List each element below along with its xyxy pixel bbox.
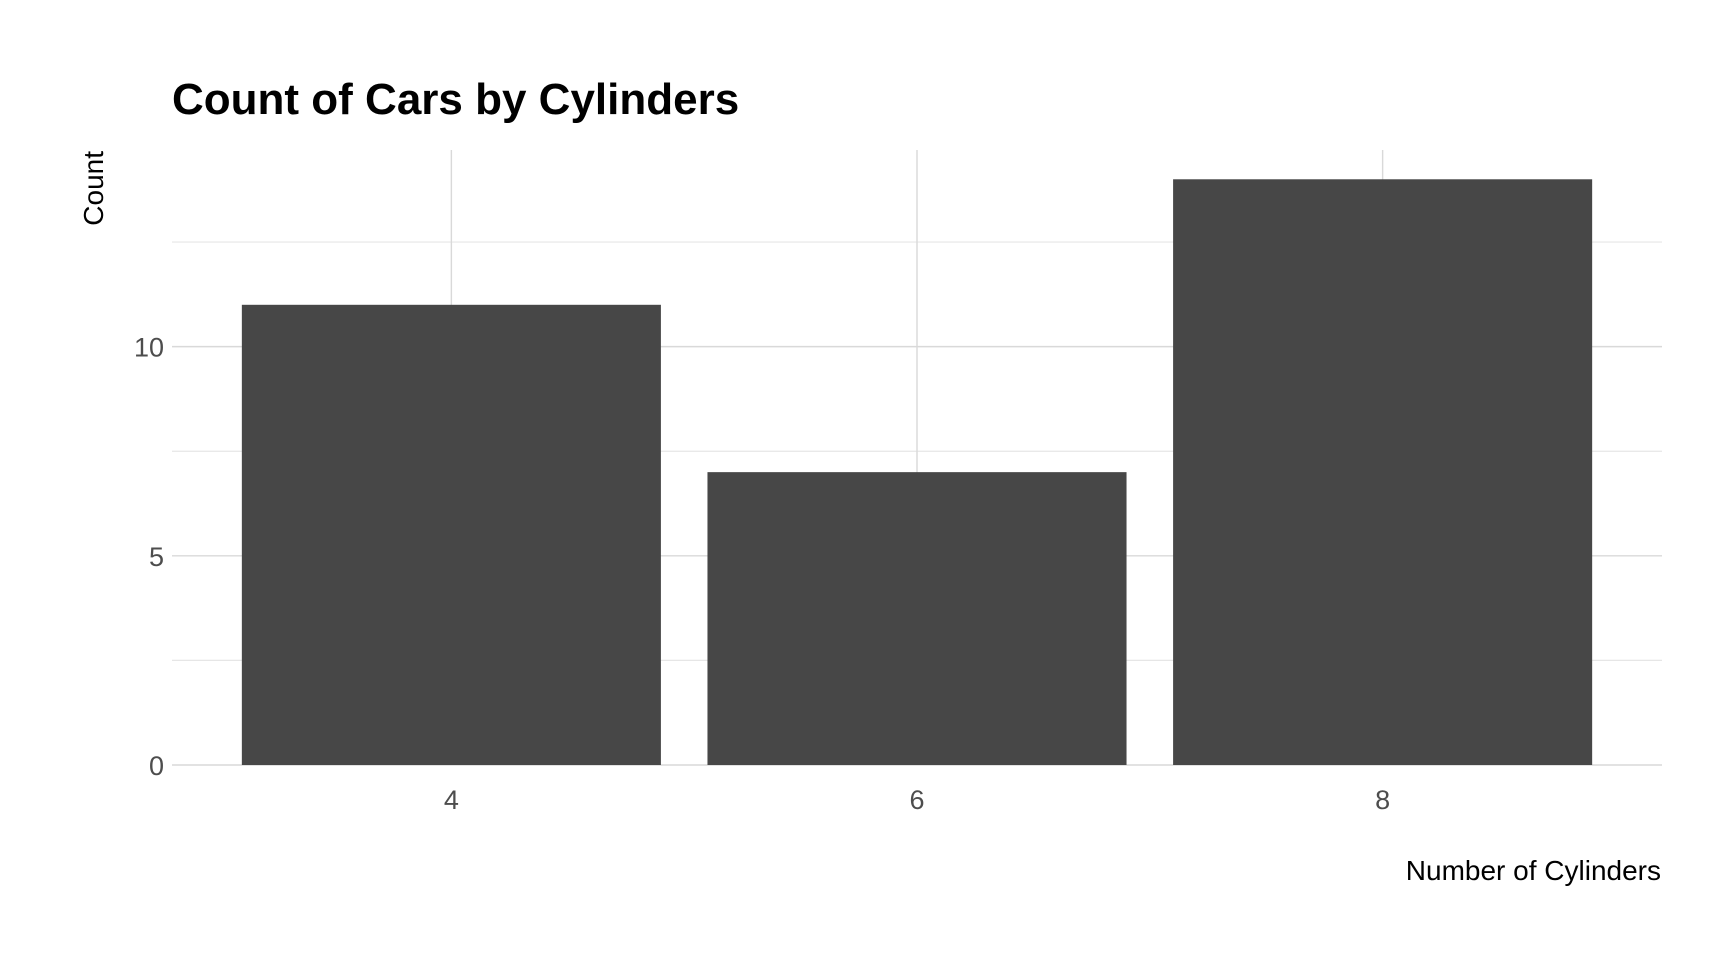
y-tick-label: 5 xyxy=(149,542,164,572)
x-axis-ticks: 4 6 8 xyxy=(444,785,1390,815)
x-tick-label: 4 xyxy=(444,785,459,815)
bar-8 xyxy=(1173,179,1593,766)
chart-title: Count of Cars by Cylinders xyxy=(172,75,739,124)
y-axis-ticks: 0 5 10 xyxy=(134,333,164,781)
x-tick-label: 6 xyxy=(909,785,924,815)
x-tick-label: 8 xyxy=(1375,785,1390,815)
bars xyxy=(241,179,1593,766)
bar-4 xyxy=(241,304,661,765)
x-axis-title: Number of Cylinders xyxy=(1406,855,1661,886)
y-tick-label: 0 xyxy=(149,751,164,781)
y-axis-title: Count xyxy=(78,151,109,226)
y-tick-label: 10 xyxy=(134,333,164,363)
bar-6 xyxy=(707,472,1127,765)
